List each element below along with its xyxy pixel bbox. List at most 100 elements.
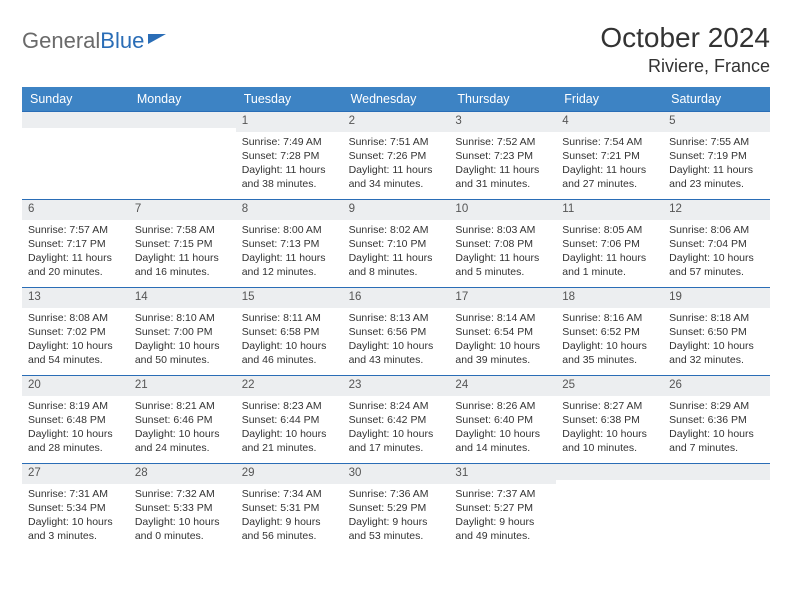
day-info-line: and 16 minutes.: [135, 265, 230, 279]
day-info-line: and 23 minutes.: [669, 177, 764, 191]
calendar-grid: SundayMondayTuesdayWednesdayThursdayFrid…: [22, 87, 770, 551]
day-info-line: Sunrise: 7:36 AM: [349, 487, 444, 501]
location-label: Riviere, France: [600, 56, 770, 77]
day-body: Sunrise: 8:26 AMSunset: 6:40 PMDaylight:…: [449, 396, 556, 462]
day-body: Sunrise: 7:51 AMSunset: 7:26 PMDaylight:…: [343, 132, 450, 198]
day-body: Sunrise: 8:08 AMSunset: 7:02 PMDaylight:…: [22, 308, 129, 374]
day-number: 5: [663, 112, 770, 132]
calendar-cell: 30Sunrise: 7:36 AMSunset: 5:29 PMDayligh…: [343, 463, 450, 551]
day-info-line: and 10 minutes.: [562, 441, 657, 455]
day-body: Sunrise: 7:36 AMSunset: 5:29 PMDaylight:…: [343, 484, 450, 550]
day-number: 13: [22, 288, 129, 308]
day-info-line: Daylight: 10 hours: [28, 515, 123, 529]
day-number: 29: [236, 464, 343, 484]
day-info-line: Sunrise: 7:37 AM: [455, 487, 550, 501]
calendar-cell: 9Sunrise: 8:02 AMSunset: 7:10 PMDaylight…: [343, 199, 450, 287]
day-info-line: and 27 minutes.: [562, 177, 657, 191]
day-info-line: Daylight: 11 hours: [669, 163, 764, 177]
day-info-line: Sunset: 7:21 PM: [562, 149, 657, 163]
day-body: Sunrise: 8:10 AMSunset: 7:00 PMDaylight:…: [129, 308, 236, 374]
day-info-line: Sunrise: 8:03 AM: [455, 223, 550, 237]
day-info-line: Sunrise: 8:13 AM: [349, 311, 444, 325]
day-info-line: Sunrise: 8:16 AM: [562, 311, 657, 325]
day-info-line: Daylight: 10 hours: [669, 251, 764, 265]
day-info-line: Daylight: 10 hours: [28, 427, 123, 441]
day-header: Wednesday: [343, 87, 450, 111]
day-info-line: and 1 minute.: [562, 265, 657, 279]
day-info-line: Sunrise: 7:49 AM: [242, 135, 337, 149]
day-number: 3: [449, 112, 556, 132]
day-body: Sunrise: 8:06 AMSunset: 7:04 PMDaylight:…: [663, 220, 770, 286]
day-info-line: Sunrise: 8:02 AM: [349, 223, 444, 237]
day-info-line: Sunset: 5:31 PM: [242, 501, 337, 515]
day-info-line: Sunrise: 8:29 AM: [669, 399, 764, 413]
day-info-line: and 54 minutes.: [28, 353, 123, 367]
day-info-line: Sunrise: 8:06 AM: [669, 223, 764, 237]
day-info-line: Daylight: 10 hours: [455, 427, 550, 441]
day-body: Sunrise: 8:02 AMSunset: 7:10 PMDaylight:…: [343, 220, 450, 286]
calendar-cell: 20Sunrise: 8:19 AMSunset: 6:48 PMDayligh…: [22, 375, 129, 463]
day-info-line: Sunrise: 7:51 AM: [349, 135, 444, 149]
day-body: Sunrise: 8:03 AMSunset: 7:08 PMDaylight:…: [449, 220, 556, 286]
day-info-line: and 50 minutes.: [135, 353, 230, 367]
day-number: 4: [556, 112, 663, 132]
day-info-line: Sunrise: 7:52 AM: [455, 135, 550, 149]
day-info-line: and 14 minutes.: [455, 441, 550, 455]
day-number: 22: [236, 376, 343, 396]
day-info-line: Daylight: 10 hours: [669, 427, 764, 441]
day-info-line: Sunset: 5:34 PM: [28, 501, 123, 515]
day-number: 23: [343, 376, 450, 396]
day-info-line: and 32 minutes.: [669, 353, 764, 367]
day-body: Sunrise: 8:00 AMSunset: 7:13 PMDaylight:…: [236, 220, 343, 286]
day-info-line: Sunset: 7:13 PM: [242, 237, 337, 251]
calendar-cell: 14Sunrise: 8:10 AMSunset: 7:00 PMDayligh…: [129, 287, 236, 375]
calendar-cell: 24Sunrise: 8:26 AMSunset: 6:40 PMDayligh…: [449, 375, 556, 463]
day-info-line: and 12 minutes.: [242, 265, 337, 279]
day-info-line: Daylight: 11 hours: [562, 163, 657, 177]
day-info-line: Sunset: 5:29 PM: [349, 501, 444, 515]
day-body: Sunrise: 8:11 AMSunset: 6:58 PMDaylight:…: [236, 308, 343, 374]
day-info-line: Sunset: 7:08 PM: [455, 237, 550, 251]
day-info-line: Daylight: 10 hours: [242, 427, 337, 441]
day-info-line: Daylight: 10 hours: [135, 427, 230, 441]
day-number: 14: [129, 288, 236, 308]
day-info-line: Sunrise: 7:34 AM: [242, 487, 337, 501]
day-info-line: Daylight: 10 hours: [135, 515, 230, 529]
day-number: 19: [663, 288, 770, 308]
calendar-cell: 12Sunrise: 8:06 AMSunset: 7:04 PMDayligh…: [663, 199, 770, 287]
day-info-line: Daylight: 11 hours: [455, 251, 550, 265]
day-body: Sunrise: 7:57 AMSunset: 7:17 PMDaylight:…: [22, 220, 129, 286]
day-info-line: Sunset: 7:10 PM: [349, 237, 444, 251]
day-number: 10: [449, 200, 556, 220]
day-info-line: and 46 minutes.: [242, 353, 337, 367]
day-info-line: Sunset: 7:26 PM: [349, 149, 444, 163]
day-body: Sunrise: 8:14 AMSunset: 6:54 PMDaylight:…: [449, 308, 556, 374]
day-body: Sunrise: 7:52 AMSunset: 7:23 PMDaylight:…: [449, 132, 556, 198]
day-number: 21: [129, 376, 236, 396]
day-number: 18: [556, 288, 663, 308]
day-info-line: Daylight: 11 hours: [455, 163, 550, 177]
day-info-line: Sunset: 7:15 PM: [135, 237, 230, 251]
day-number: [22, 112, 129, 128]
day-info-line: and 56 minutes.: [242, 529, 337, 543]
day-info-line: Sunrise: 8:05 AM: [562, 223, 657, 237]
calendar-cell: 15Sunrise: 8:11 AMSunset: 6:58 PMDayligh…: [236, 287, 343, 375]
calendar-cell: 5Sunrise: 7:55 AMSunset: 7:19 PMDaylight…: [663, 111, 770, 199]
day-info-line: Sunrise: 8:11 AM: [242, 311, 337, 325]
day-info-line: Sunset: 6:38 PM: [562, 413, 657, 427]
day-info-line: Sunset: 6:58 PM: [242, 325, 337, 339]
day-info-line: and 57 minutes.: [669, 265, 764, 279]
day-info-line: Sunrise: 8:08 AM: [28, 311, 123, 325]
day-body: [663, 480, 770, 489]
day-info-line: Sunrise: 8:27 AM: [562, 399, 657, 413]
day-header: Tuesday: [236, 87, 343, 111]
day-info-line: Sunset: 6:56 PM: [349, 325, 444, 339]
day-header: Friday: [556, 87, 663, 111]
day-info-line: Sunset: 5:27 PM: [455, 501, 550, 515]
calendar-cell: 16Sunrise: 8:13 AMSunset: 6:56 PMDayligh…: [343, 287, 450, 375]
day-info-line: Sunrise: 7:58 AM: [135, 223, 230, 237]
day-number: [663, 464, 770, 480]
day-body: Sunrise: 8:21 AMSunset: 6:46 PMDaylight:…: [129, 396, 236, 462]
day-body: Sunrise: 7:54 AMSunset: 7:21 PMDaylight:…: [556, 132, 663, 198]
calendar-page: GeneralBlue October 2024 Riviere, France…: [0, 0, 792, 561]
